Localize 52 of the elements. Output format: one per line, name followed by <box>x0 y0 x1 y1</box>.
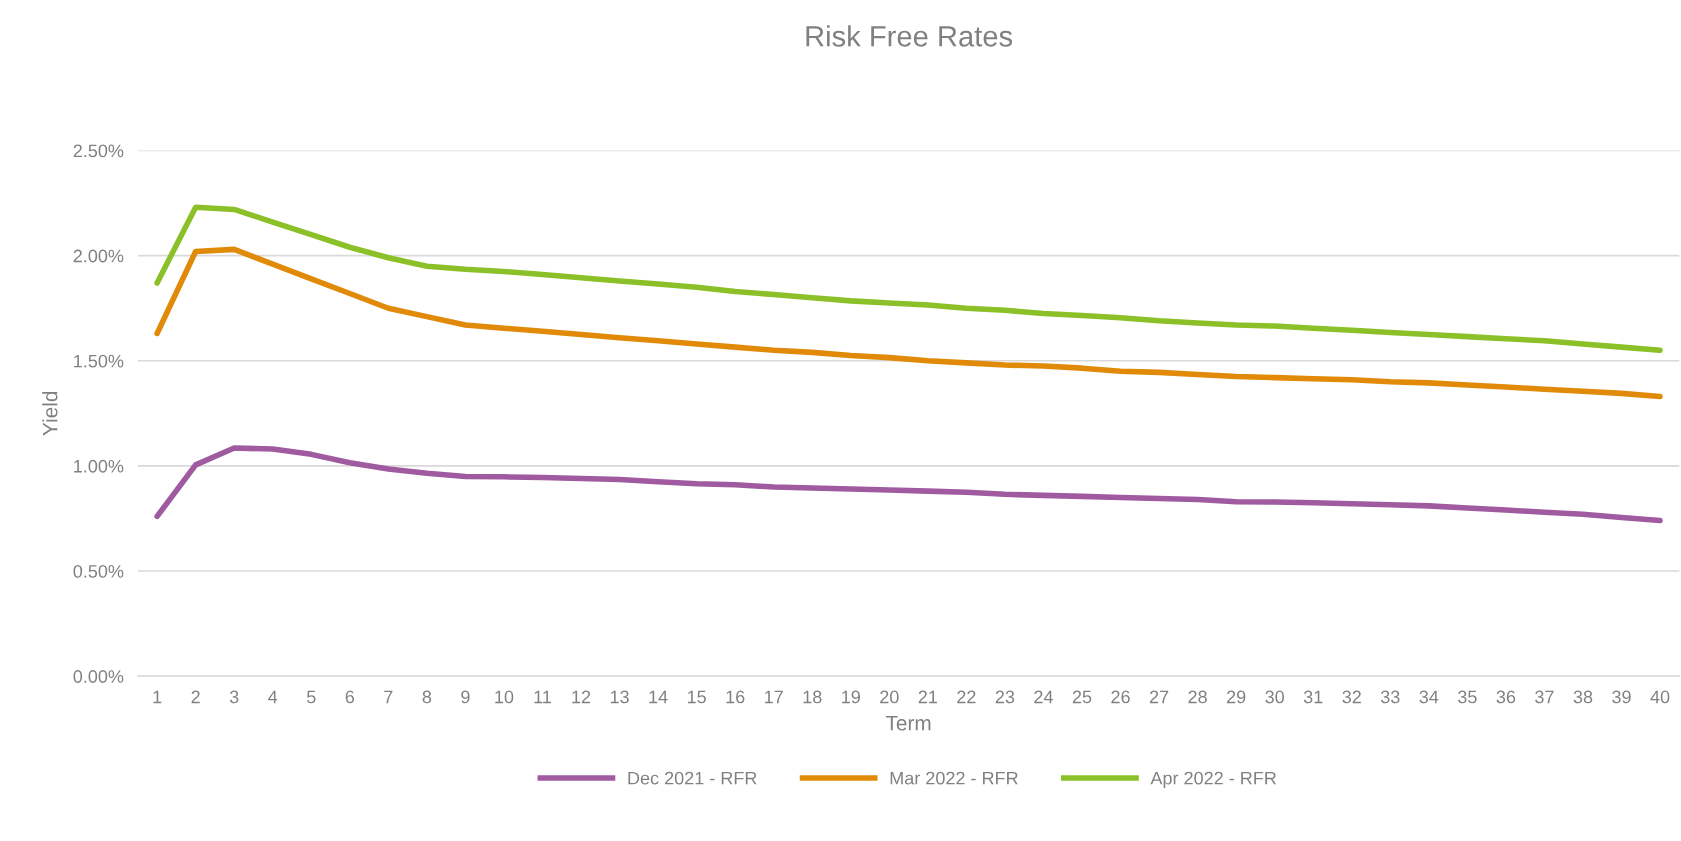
x-tick-label: 3 <box>229 690 239 704</box>
y-tick-label: 2.50% <box>73 144 124 158</box>
x-tick-label: 20 <box>880 690 899 704</box>
x-tick-label: 13 <box>610 690 629 704</box>
x-tick-label: 16 <box>726 690 745 704</box>
x-tick-label: 19 <box>842 690 860 704</box>
x-tick-label: 29 <box>1227 690 1246 704</box>
x-tick-label: 28 <box>1188 690 1207 704</box>
x-tick-label: 36 <box>1496 690 1516 704</box>
y-axis-title: Yield <box>42 391 58 436</box>
y-tick-label: 0.00% <box>73 670 124 683</box>
x-tick-label: 33 <box>1380 690 1400 704</box>
x-tick-label: 34 <box>1419 690 1439 704</box>
x-tick-label: 4 <box>268 690 278 704</box>
x-tick-label: 32 <box>1342 690 1361 704</box>
y-tick-label: 1.50% <box>74 354 124 368</box>
x-tick-label: 18 <box>803 690 822 704</box>
x-tick-label: 11 <box>534 690 551 704</box>
x-tick-label: 37 <box>1535 690 1554 704</box>
legend-label: Dec 2021 - RFR <box>628 771 757 785</box>
x-tick-label: 17 <box>765 690 783 704</box>
x-tick-label: 23 <box>995 690 1015 704</box>
x-tick-label: 15 <box>687 690 706 704</box>
x-tick-label: 7 <box>384 690 393 704</box>
x-tick-label: 21 <box>918 690 938 704</box>
x-tick-label: 2 <box>191 690 200 704</box>
legend-label: Mar 2022 - RFR <box>890 771 1018 785</box>
x-tick-label: 24 <box>1034 690 1053 704</box>
x-tick-label: 14 <box>649 690 668 704</box>
x-tick-label: 10 <box>495 690 514 704</box>
x-tick-label: 38 <box>1573 690 1593 704</box>
x-tick-label: 35 <box>1458 690 1477 704</box>
x-tick-label: 26 <box>1111 690 1130 704</box>
x-tick-label: 30 <box>1265 690 1285 704</box>
x-tick-label: 1 <box>153 690 162 704</box>
x-tick-label: 27 <box>1149 690 1169 704</box>
y-tick-label: 0.50% <box>73 564 124 578</box>
x-tick-label: 9 <box>461 690 470 704</box>
y-tick-label: 2.00% <box>73 249 124 263</box>
x-tick-label: 25 <box>1072 690 1092 704</box>
legend-label: Apr 2022 - RFR <box>1150 771 1277 789</box>
chart-title: Risk Free Rates <box>806 25 1013 47</box>
x-tick-label: 8 <box>422 690 432 704</box>
x-tick-label: 5 <box>306 690 316 704</box>
x-tick-label: 40 <box>1650 690 1670 704</box>
y-tick-label: 1.00% <box>74 459 124 473</box>
x-tick-label: 31 <box>1303 690 1323 704</box>
x-tick-label: 12 <box>572 690 591 704</box>
x-tick-label: 39 <box>1612 690 1631 704</box>
x-tick-label: 22 <box>957 690 976 704</box>
x-axis-title: Term <box>885 715 931 731</box>
x-tick-label: 6 <box>345 690 355 704</box>
